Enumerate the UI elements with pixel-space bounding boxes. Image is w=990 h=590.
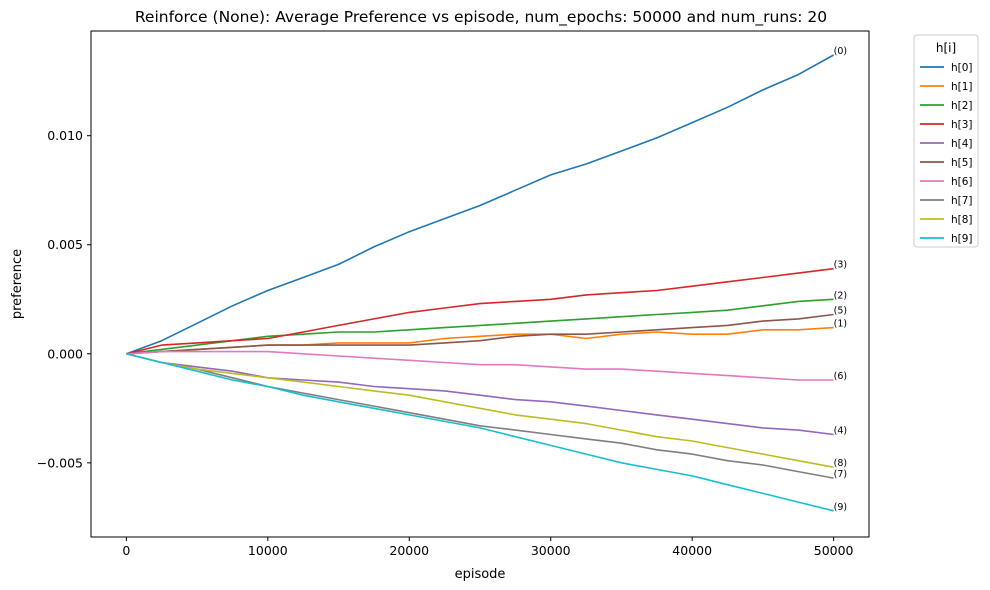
series-line-h[8]: [126, 353, 834, 468]
plot-frame: [90, 30, 870, 538]
y-axis-label: preference: [10, 249, 25, 319]
legend-entry-label: h[5]: [951, 157, 973, 169]
legend-entry-label: h[6]: [951, 176, 973, 188]
series-end-label: (7): [834, 469, 847, 480]
series-line-h[4]: [126, 353, 834, 436]
x-tick-label: 50000: [814, 543, 854, 558]
series-lines: [126, 54, 834, 512]
series-line-h[0]: [126, 54, 834, 355]
legend-entry-label: h[3]: [951, 119, 973, 131]
series-line-h[2]: [126, 298, 834, 355]
series-end-label: (6): [834, 371, 847, 382]
series-end-label: (5): [834, 306, 847, 317]
y-tick-label: 0.000: [47, 346, 83, 361]
series-line-h[9]: [126, 353, 834, 512]
x-tick-label: 30000: [531, 543, 571, 558]
legend-title: h[i]: [936, 41, 956, 55]
y-tick-label: 0.010: [47, 128, 83, 143]
legend: h[i] h[0] h[1] h[2] h[3] h[4] h[5] h[6] h[7] h[8…: [913, 34, 979, 248]
series-end-labels: (0) (1) (2) (3) (4) (5) (6) (7)(8) (9): [834, 46, 847, 513]
series-line-h[3]: [126, 267, 834, 355]
legend-entry-label: h[0]: [951, 62, 973, 74]
series-end-label: (1): [834, 319, 847, 330]
axis-ticks: 0 10000 20000 30000 40000 50000 −0.005 0.000 0.0…: [37, 128, 854, 558]
legend-entry-label: h[2]: [951, 100, 973, 112]
legend-entry-label: h[9]: [951, 233, 973, 245]
series-line-h[7]: [126, 353, 834, 479]
x-axis-label: episode: [455, 567, 506, 582]
series-end-label: (2): [834, 290, 847, 301]
legend-box: [913, 34, 979, 248]
series-end-label: (3): [834, 260, 847, 271]
legend-entry-label: h[8]: [951, 214, 973, 226]
legend-entry-label: h[4]: [951, 138, 973, 150]
y-tick-label: −0.005: [37, 455, 83, 470]
series-end-label: (4): [834, 425, 847, 436]
chart-title: Reinforce (None): Average Preference vs …: [135, 8, 827, 27]
x-tick-label: 10000: [248, 543, 288, 558]
legend-entry-label: h[7]: [951, 195, 973, 207]
series-line-h[5]: [126, 313, 834, 355]
legend-entry-label: h[1]: [951, 81, 973, 93]
series-end-label: (8): [834, 458, 847, 469]
series-line-h[6]: [126, 350, 834, 381]
x-tick-label: 0: [122, 543, 130, 558]
x-tick-label: 40000: [672, 543, 712, 558]
series-end-label: (9): [834, 502, 847, 513]
y-tick-label: 0.005: [47, 237, 83, 252]
x-tick-label: 20000: [389, 543, 429, 558]
series-end-label: (0): [834, 46, 847, 57]
